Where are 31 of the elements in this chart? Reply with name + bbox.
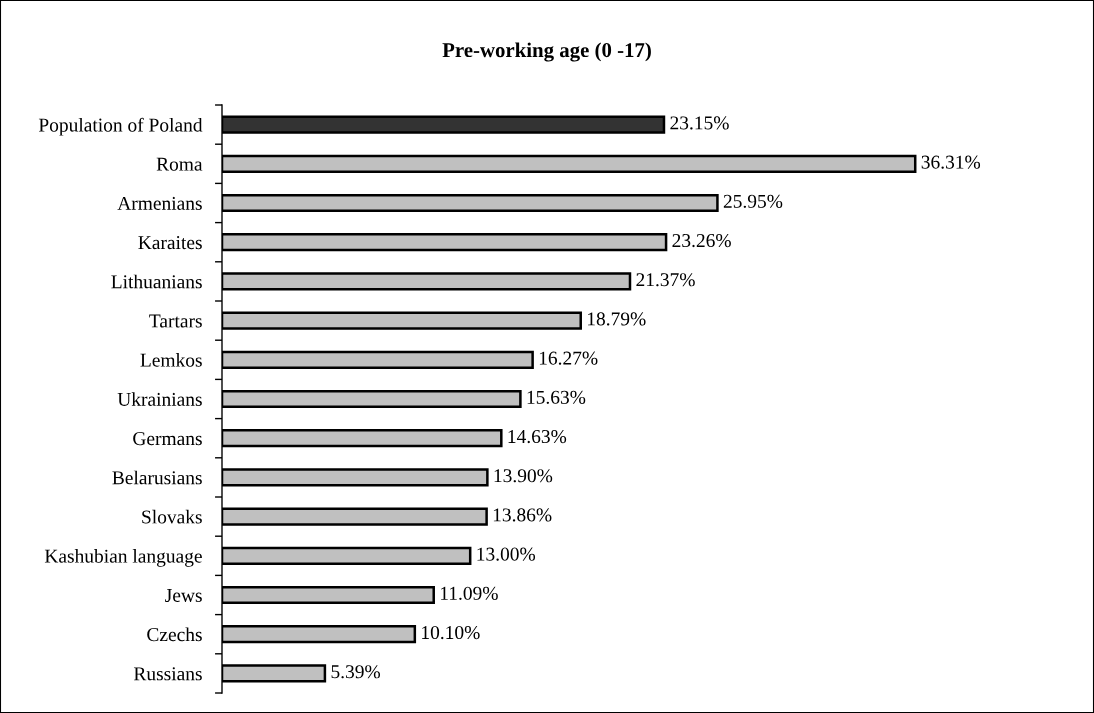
y-tick-label: Jews <box>165 589 202 602</box>
data-label: 5.39% <box>331 665 381 679</box>
data-label: 15.63% <box>527 390 586 404</box>
data-label: 10.10% <box>422 625 480 640</box>
y-tick-label: Russians <box>133 667 202 681</box>
data-label: 16.27% <box>539 351 598 365</box>
y-tick-label: Germans <box>133 432 202 446</box>
y-tick-label: Roma <box>156 157 203 171</box>
data-label: 23.26% <box>672 233 731 248</box>
data-label: 23.15% <box>670 116 729 130</box>
data-label: 11.09% <box>440 586 498 600</box>
data-label: 36.31% <box>921 155 981 169</box>
chart-title: Pre-working age (0 -17) <box>442 42 651 62</box>
data-label: 13.00% <box>477 547 536 561</box>
y-tick-label: Karaites <box>138 236 202 250</box>
data-label: 25.95% <box>723 194 783 208</box>
y-tick-label: Population of Poland <box>38 117 203 136</box>
y-tick-label: Kashubian language <box>44 549 202 567</box>
y-tick-label: Lithuanians <box>111 274 202 289</box>
data-label: 13.86% <box>493 508 552 522</box>
y-tick-label: Armenians <box>117 196 202 210</box>
y-tick-label: Lemkos <box>140 353 202 367</box>
data-label: 13.90% <box>494 469 553 483</box>
y-tick-label: Belarusians <box>112 470 202 485</box>
data-label: 21.37% <box>636 273 695 287</box>
y-tick-label: Czechs <box>147 627 202 642</box>
data-label: 18.79% <box>588 312 646 326</box>
y-tick-label: Tartars <box>149 314 202 328</box>
y-tick-label: Slovaks <box>142 509 202 524</box>
y-tick-label: Ukrainians <box>117 392 202 406</box>
data-label: 14.63% <box>508 429 567 444</box>
